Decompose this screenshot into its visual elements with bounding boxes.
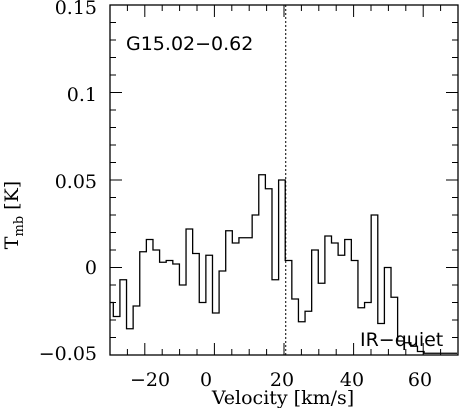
y-axis-title: Tmb [K] (1, 181, 27, 249)
x-tick-label-2: 20 (270, 369, 294, 391)
x-tick-label-4: 60 (408, 369, 432, 391)
x-tick-label-3: 40 (340, 369, 364, 391)
y-tick-label-1: 0 (85, 257, 97, 279)
spectrum-step-line (110, 174, 458, 354)
y-axis-title-unit: [K] (1, 181, 23, 210)
svg-text:Tmb[K]: Tmb [K] (1, 181, 27, 249)
ir-quiet-label: IR−quiet (360, 329, 443, 351)
y-tick-label-0: −0.05 (39, 343, 97, 365)
y-axis-title-sub: mb (12, 216, 27, 237)
x-axis-title: Velocity [km/s] (211, 387, 354, 408)
plot-area (109, 4, 459, 356)
y-tick-label-4: 0.15 (55, 0, 97, 19)
y-tick-label-3: 0.1 (67, 84, 97, 106)
source-name-label: G15.02−0.62 (126, 33, 253, 55)
x-tick-label-1: 0 (200, 369, 212, 391)
y-tick-label-2: 0.05 (55, 171, 97, 193)
x-tick-label-0: −20 (130, 369, 170, 391)
y-axis-title-main: T (1, 236, 23, 249)
